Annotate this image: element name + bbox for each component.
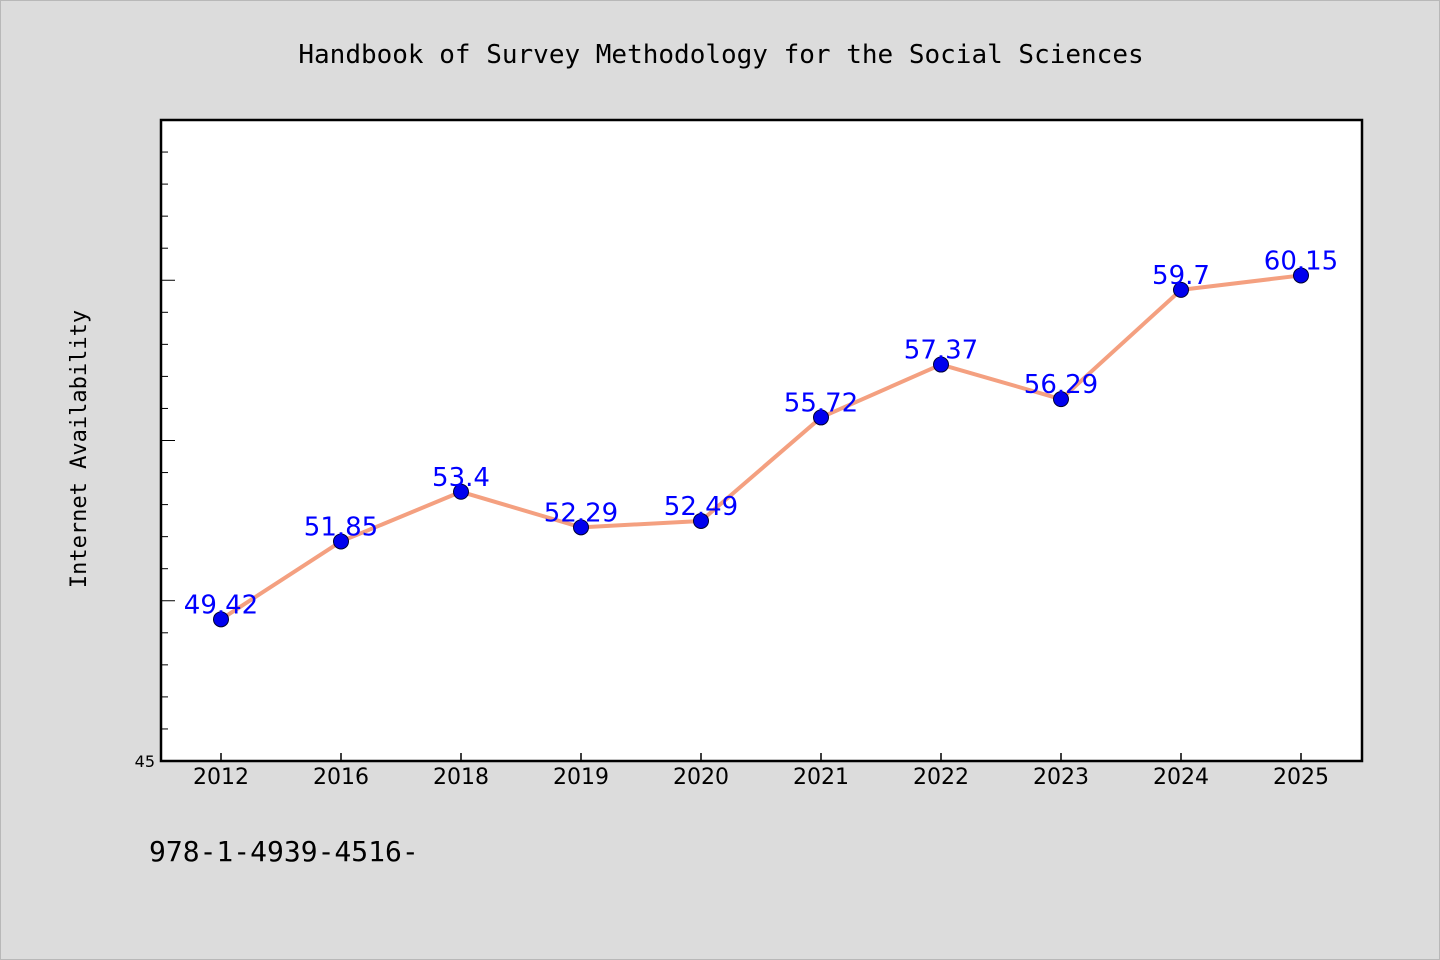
y-tick-label: 45 (135, 752, 155, 771)
x-tick-label: 2016 (313, 765, 369, 790)
chart-title: Handbook of Survey Methodology for the S… (298, 40, 1143, 70)
data-label: 57.37 (904, 336, 978, 366)
data-point (1053, 391, 1069, 408)
data-point (1173, 281, 1189, 298)
data-point (213, 611, 229, 628)
data-point (933, 356, 949, 373)
data-point (1293, 267, 1309, 284)
x-tick-label: 2022 (913, 765, 969, 790)
data-label: 60.15 (1264, 246, 1338, 276)
data-labels: 49.42 51.85 53.4 52.29 52.49 55.72 57.37 56.29 5… (184, 246, 1338, 620)
data-point (693, 512, 709, 529)
y-axis-ticks: 45 (135, 151, 175, 771)
data-point (813, 409, 829, 426)
data-label: 52.29 (544, 498, 618, 528)
plot-area (159, 118, 1364, 763)
x-tick-label: 2018 (433, 765, 489, 790)
data-label: 56.29 (1024, 370, 1098, 400)
data-label: 55.72 (784, 388, 858, 418)
x-tick-label: 2012 (193, 765, 249, 790)
data-label: 51.85 (304, 512, 378, 542)
data-label: 59.7 (1152, 261, 1210, 291)
data-markers (213, 267, 1309, 628)
x-tick-label: 2021 (793, 765, 849, 790)
x-tick-label: 2020 (673, 765, 729, 790)
data-label: 52.49 (664, 492, 738, 522)
x-tick-label: 2025 (1273, 765, 1329, 790)
y-axis-label: Internet Availability (67, 310, 92, 588)
x-tick-label: 2019 (553, 765, 609, 790)
data-label: 49.42 (184, 590, 258, 620)
series-line-group (219, 273, 1303, 622)
data-point (333, 533, 349, 550)
data-point (573, 519, 589, 536)
isbn-caption: 978-1-4939-4516- (149, 835, 419, 868)
x-axis-ticks: 2012 2016 2018 2019 2020 2021 2022 2023 2024 2025 (193, 753, 1329, 790)
data-point (453, 483, 469, 500)
series-line (219, 273, 1303, 622)
x-tick-label: 2023 (1033, 765, 1089, 790)
x-tick-label: 2024 (1153, 765, 1209, 790)
data-label: 53.4 (432, 463, 490, 493)
